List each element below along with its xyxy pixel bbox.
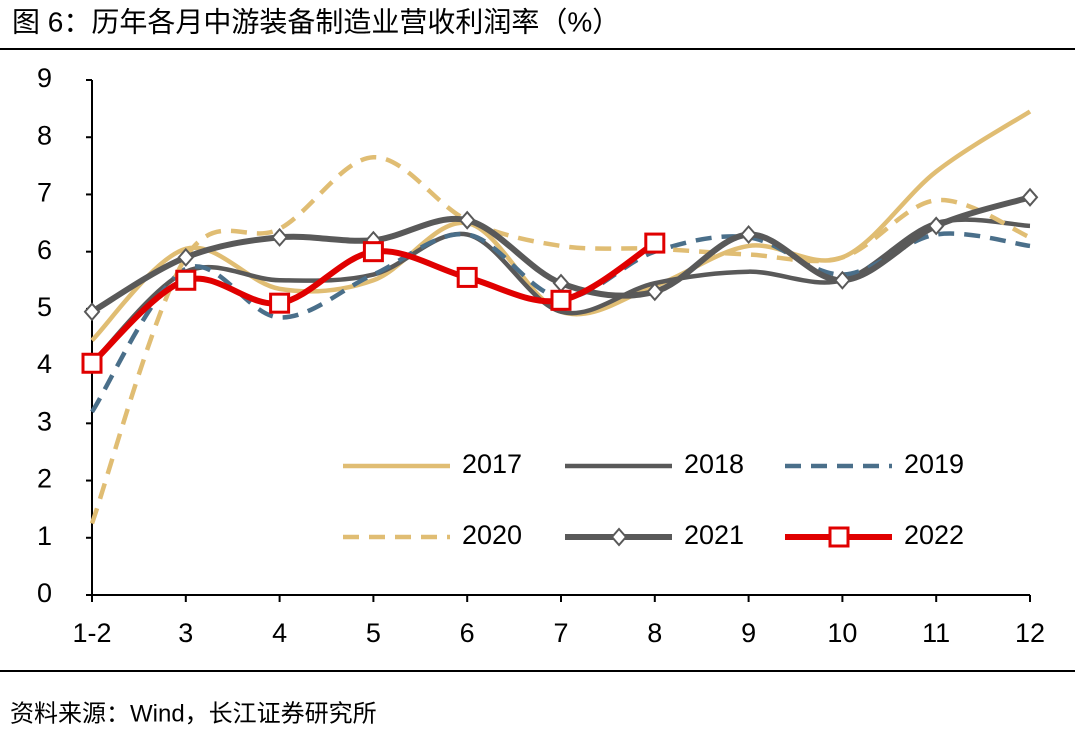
marker <box>362 241 384 263</box>
y-tick-label: 3 <box>37 406 52 436</box>
legend-label: 2020 <box>462 520 522 550</box>
legend-label: 2021 <box>684 520 744 550</box>
marker <box>83 302 101 322</box>
y-tick-label: 9 <box>37 63 52 93</box>
marker <box>552 273 570 293</box>
legend-label: 2019 <box>904 449 964 479</box>
x-tick-label: 12 <box>1015 618 1045 648</box>
marker <box>610 527 628 547</box>
y-tick-label: 0 <box>37 578 52 608</box>
x-tick-label: 7 <box>553 618 568 648</box>
x-tick-label: 1-2 <box>72 618 111 648</box>
x-tick-label: 8 <box>647 618 662 648</box>
source-note: 资料来源：Wind，长江证券研究所 <box>10 700 377 727</box>
marker <box>1021 187 1039 207</box>
x-tick-label: 9 <box>741 618 756 648</box>
series-line <box>90 231 1031 414</box>
marker <box>458 210 476 230</box>
marker <box>456 266 478 288</box>
marker <box>644 232 666 254</box>
marker <box>646 282 664 302</box>
marker <box>175 269 197 291</box>
marker <box>271 227 288 247</box>
x-tick-label: 10 <box>827 618 857 648</box>
y-tick-label: 6 <box>37 235 52 265</box>
marker <box>740 224 757 245</box>
marker <box>269 292 291 314</box>
marker <box>177 247 195 267</box>
chart-title: 图 6：历年各月中游装备制造业营收利润率（%） <box>12 6 620 37</box>
y-tick-label: 1 <box>37 521 52 551</box>
y-tick-label: 4 <box>37 349 52 379</box>
marker <box>927 216 945 236</box>
x-tick-label: 3 <box>178 618 193 648</box>
legend-label: 2022 <box>904 520 964 550</box>
series-line <box>89 154 1031 525</box>
legend-label: 2017 <box>462 449 522 479</box>
y-tick-label: 8 <box>37 120 52 150</box>
legend-label: 2018 <box>684 449 744 479</box>
x-tick-label: 6 <box>460 618 475 648</box>
x-tick-label: 11 <box>922 618 950 648</box>
marker <box>81 352 103 374</box>
y-tick-label: 2 <box>37 464 52 494</box>
marker <box>828 526 850 548</box>
marker <box>834 270 851 290</box>
y-tick-label: 7 <box>37 178 52 208</box>
marker <box>550 289 572 311</box>
x-tick-label: 5 <box>366 618 381 648</box>
x-tick-label: 4 <box>272 618 287 648</box>
y-tick-label: 5 <box>37 292 52 322</box>
